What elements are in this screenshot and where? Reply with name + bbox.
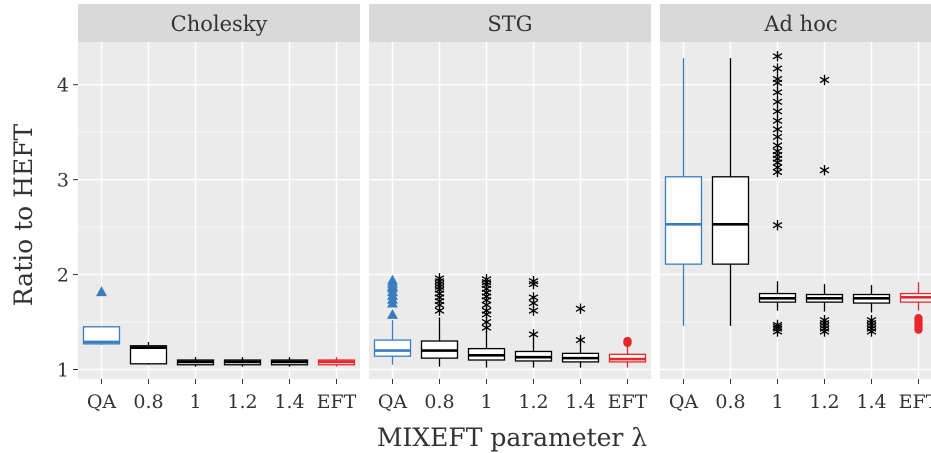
x-tick-label: EFT — [608, 391, 648, 413]
x-tick-label: 1.2 — [227, 391, 257, 413]
strip-title: Cholesky — [171, 12, 268, 36]
y-axis-title: Ratio to HEFT — [9, 123, 38, 306]
x-tick-label: 1 — [771, 391, 783, 413]
x-tick-label: 1 — [480, 391, 492, 413]
x-tick-label: 1.2 — [809, 391, 839, 413]
x-tick-label: QA — [378, 391, 408, 413]
facet-panel: Cholesky QA 0.8 1 1.2 1.4 EFT — [78, 4, 360, 413]
box-iqr — [375, 340, 411, 356]
y-tick-label: 2 — [57, 265, 69, 287]
facet-panel: STG QA 0.8 1 1.2 1.4 EFT — [369, 4, 651, 413]
outlier-point — [623, 337, 631, 345]
box-0.8 — [131, 342, 167, 365]
y-axis: 1 2 3 4 — [57, 75, 78, 382]
box-iqr — [713, 177, 749, 264]
panel-background — [78, 42, 360, 379]
facet-panel: Ad hoc QA 0.8 1 1.2 1.4 EFT — [660, 4, 931, 413]
x-tick-label: 0.8 — [424, 391, 454, 413]
x-tick-label: 1.4 — [856, 391, 886, 413]
y-tick-label: 4 — [57, 75, 69, 97]
x-tick-label: EFT — [317, 391, 357, 413]
strip-title: STG — [487, 12, 532, 36]
x-tick-label: 1.4 — [565, 391, 595, 413]
box-iqr — [666, 177, 702, 264]
x-tick-label: QA — [87, 391, 117, 413]
x-tick-label: QA — [669, 391, 699, 413]
x-tick-label: 1.4 — [274, 391, 304, 413]
x-tick-label: EFT — [899, 391, 931, 413]
x-axis-title: MIXEFT parameter λ — [377, 423, 647, 452]
y-tick-label: 1 — [57, 360, 69, 382]
x-tick-label: 1.2 — [518, 391, 548, 413]
x-tick-label: 0.8 — [133, 391, 163, 413]
x-tick-label: 1 — [189, 391, 201, 413]
x-tick-label: 0.8 — [715, 391, 745, 413]
panel-background — [369, 42, 651, 379]
outlier-point — [914, 314, 922, 322]
y-tick-label: 3 — [57, 170, 69, 192]
facet-panels: Cholesky QA 0.8 1 1.2 1.4 EFT STG QA 0.8 1 1.2 1.4 EF… — [57, 4, 931, 413]
strip-title: Ad hoc — [763, 12, 837, 36]
